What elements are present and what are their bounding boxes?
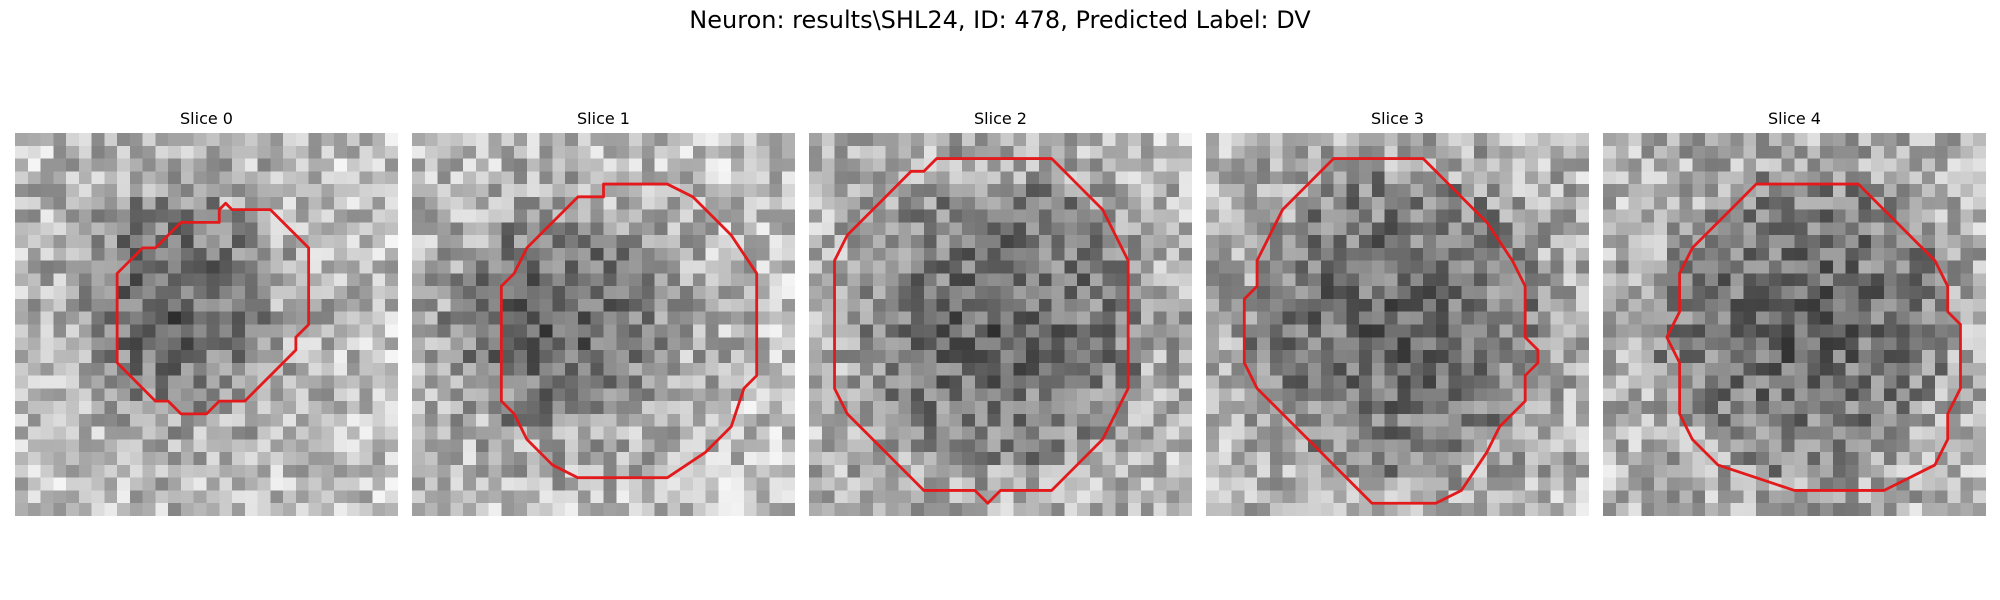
pixel-grid [412,133,795,516]
slice-image [809,133,1192,516]
segmentation-contour [1665,182,1962,492]
segmentation-contour [499,182,759,480]
segmentation-contour [833,157,1130,505]
pixel-grid [809,133,1192,516]
slice-title: Slice 2 [974,109,1027,128]
slice-panel-4: Slice 4 [1603,108,1986,516]
segmentation-contour [115,201,311,416]
slice-panel-1: Slice 1 [412,108,795,516]
pixel-grid [1603,133,1986,516]
slice-image [1603,133,1986,516]
slice-title: Slice 3 [1371,109,1424,128]
slice-title: Slice 4 [1768,109,1821,128]
pixel-grid [15,133,398,516]
segmentation-contour [1242,157,1540,505]
slice-title: Slice 1 [577,109,630,128]
slice-panel-2: Slice 2 [809,108,1192,516]
slice-title: Slice 0 [180,109,233,128]
pixel-grid [1206,133,1589,516]
figure-title: Neuron: results\SHL24, ID: 478, Predicte… [689,6,1311,34]
slice-image [412,133,795,516]
slice-panel-0: Slice 0 [15,108,398,516]
slice-image [1206,133,1589,516]
slice-panel-3: Slice 3 [1206,108,1589,516]
slice-image [15,133,398,516]
